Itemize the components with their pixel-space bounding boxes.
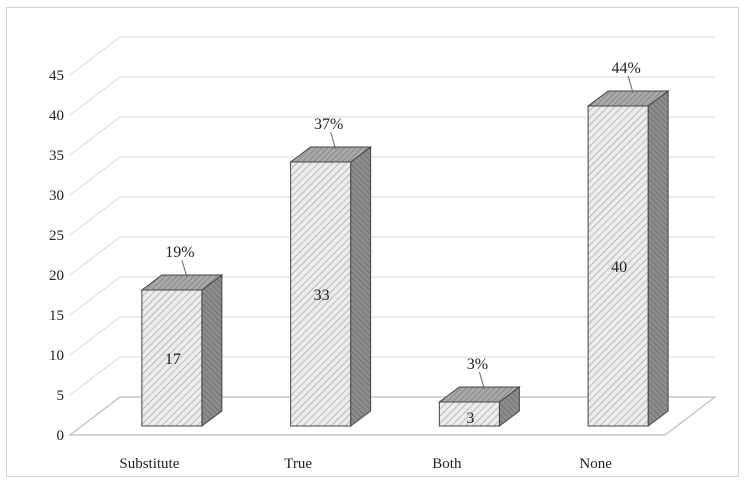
bar-none: 40 44% — [586, 60, 670, 427]
gridline-depth — [69, 236, 121, 276]
y-tick-label: 15 — [49, 308, 64, 324]
y-tick-label: 0 — [57, 428, 65, 444]
bar-percent-label: 3% — [467, 356, 488, 373]
percent-leader — [478, 371, 485, 390]
gridline-depth — [69, 76, 121, 116]
bar-side — [350, 146, 372, 427]
gridline-depth — [69, 196, 121, 236]
bars: 17 19% 33 37% 3 3% 40 44% — [140, 60, 670, 427]
y-tick-label: 45 — [49, 68, 64, 84]
bar-percent-label: 37% — [314, 116, 343, 133]
bar-side — [201, 274, 223, 427]
percent-leader — [627, 75, 634, 94]
gridline-depth — [69, 276, 121, 316]
bar-value-label: 40 — [611, 259, 627, 276]
y-tick-label: 35 — [49, 148, 64, 164]
bar-side — [647, 90, 669, 427]
gridline-depth — [69, 156, 121, 196]
chart-floor — [68, 396, 717, 436]
bar-value-label: 3 — [466, 410, 474, 427]
percent-leader — [330, 131, 337, 150]
bar-both: 3 3% — [437, 356, 521, 427]
y-tick-label: 5 — [57, 388, 65, 404]
gridline-depth — [69, 316, 121, 356]
y-tick-label: 10 — [49, 348, 64, 364]
bar-substitute: 17 19% — [140, 244, 224, 427]
y-tick-label: 25 — [49, 228, 64, 244]
bar-percent-label: 19% — [165, 244, 194, 261]
x-category-label: Substitute — [119, 456, 179, 472]
bar-front — [587, 105, 649, 427]
x-category-label: Both — [432, 456, 462, 472]
percent-leader — [181, 259, 188, 278]
bar-percent-label: 44% — [611, 60, 640, 77]
y-tick-label: 30 — [49, 188, 64, 204]
floor-outline — [68, 396, 717, 436]
gridline-depth — [69, 116, 121, 156]
y-tick-label: 20 — [49, 268, 64, 284]
y-axis-ticks: 0 5 10 15 20 25 30 35 40 45 — [49, 68, 64, 444]
bar-front — [290, 161, 352, 427]
bar-true: 33 37% — [289, 116, 373, 427]
category-labels: Substitute True Both None — [119, 456, 612, 472]
bar-value-label: 17 — [165, 351, 181, 368]
gridline-depth — [69, 356, 121, 396]
gridline-depth — [69, 36, 121, 76]
bar-value-label: 33 — [314, 287, 330, 304]
bar-front — [438, 401, 500, 427]
x-category-label: True — [284, 456, 312, 472]
bar-front — [141, 289, 203, 427]
x-category-label: None — [579, 456, 612, 472]
y-tick-label: 40 — [49, 108, 64, 124]
